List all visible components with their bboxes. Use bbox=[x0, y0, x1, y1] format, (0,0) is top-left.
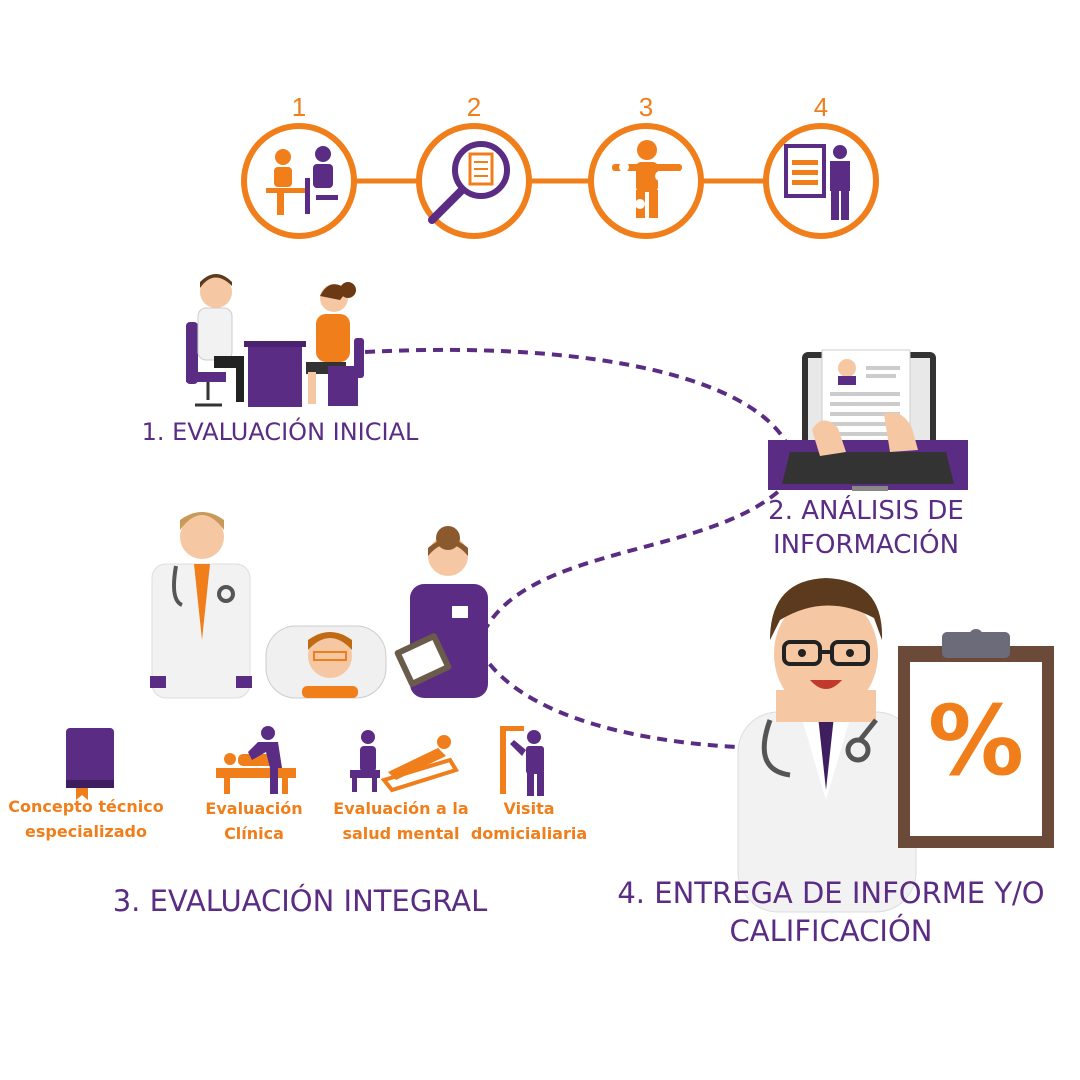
body-assessment-icon bbox=[612, 140, 682, 218]
stage-2-label-line1: 2. ANÁLISIS DE bbox=[768, 496, 964, 526]
physiotherapy-icon bbox=[216, 726, 296, 794]
service-technical-concept-line1: Concepto técnico bbox=[8, 797, 164, 816]
path-3-to-4 bbox=[478, 649, 761, 750]
service-technical-concept-line2: especializado bbox=[25, 822, 147, 841]
step-3-circle bbox=[588, 123, 704, 239]
service-mental-health-line1: Evaluación a la bbox=[333, 799, 469, 818]
report-delivery-illustration bbox=[737, 578, 1054, 913]
service-mental-health-line2: salud mental bbox=[342, 824, 460, 843]
service-home-visit-line1: Visita bbox=[503, 799, 555, 818]
service-home-visit-label: Visita domicialiaria bbox=[466, 796, 592, 846]
step-number-2: 2 bbox=[466, 92, 482, 122]
initial-consultation-illustration bbox=[186, 274, 364, 407]
step-2-circle bbox=[416, 123, 532, 239]
step-number-1: 1 bbox=[291, 92, 307, 122]
step-4-circle bbox=[763, 123, 879, 239]
service-clinical-evaluation-label: Evaluación Clínica bbox=[192, 796, 316, 846]
stage-4-label-line1: 4. ENTREGA DE INFORME Y/O bbox=[617, 876, 1045, 910]
therapy-couch-icon bbox=[350, 730, 460, 793]
percent-symbol: % bbox=[927, 685, 1025, 797]
step-number-4: 4 bbox=[813, 92, 829, 122]
step-1-circle bbox=[241, 123, 357, 239]
stage-1-label: 1. EVALUACIÓN INICIAL bbox=[141, 418, 419, 446]
service-clinical-evaluation-line1: Evaluación bbox=[205, 799, 303, 818]
service-home-visit-line2: domicialiaria bbox=[470, 824, 588, 843]
service-clinical-evaluation-line2: Clínica bbox=[224, 824, 284, 843]
consultation-icon bbox=[266, 146, 338, 215]
path-2-to-3 bbox=[478, 478, 792, 641]
stage-4-label: 4. ENTREGA DE INFORME Y/O CALIFICACIÓN bbox=[596, 874, 1066, 950]
service-mental-health-label: Evaluación a la salud mental bbox=[326, 796, 476, 846]
information-analysis-illustration bbox=[768, 349, 968, 491]
report-document-icon bbox=[784, 144, 850, 220]
step-number-3: 3 bbox=[638, 92, 654, 122]
home-visit-icon bbox=[500, 726, 544, 796]
stage-2-label: 2. ANÁLISIS DE INFORMACIÓN bbox=[756, 494, 976, 562]
magnifier-checklist-icon bbox=[428, 141, 510, 224]
stage-2-label-line2: INFORMACIÓN bbox=[772, 530, 960, 560]
stage-4-label-line2: CALIFICACIÓN bbox=[729, 914, 933, 948]
book-icon bbox=[66, 728, 114, 800]
stage-3-label: 3. EVALUACIÓN INTEGRAL bbox=[112, 884, 488, 918]
path-1-to-2 bbox=[364, 347, 792, 451]
service-technical-concept-label: Concepto técnico especializado bbox=[0, 794, 172, 844]
integral-evaluation-illustration bbox=[150, 512, 488, 699]
